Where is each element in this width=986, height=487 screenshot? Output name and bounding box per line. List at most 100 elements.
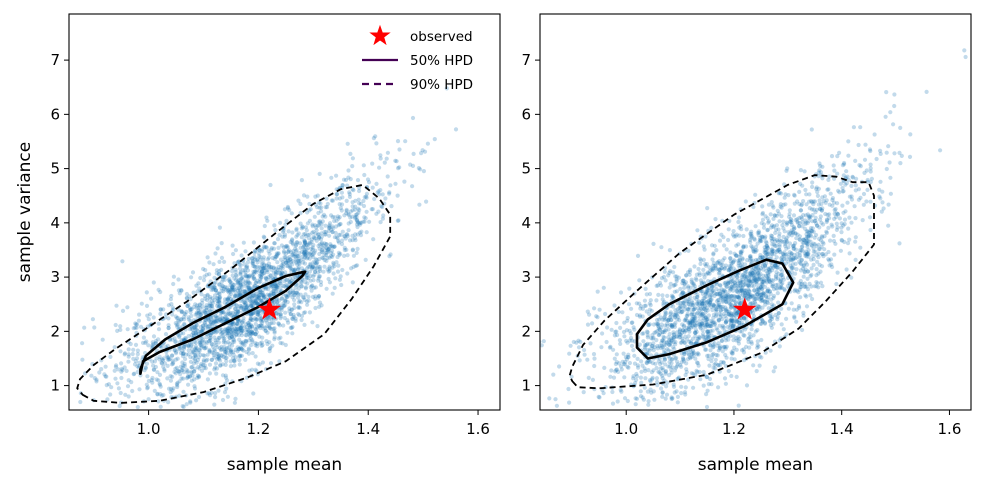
scatter-point (223, 285, 228, 290)
scatter-point (339, 282, 344, 288)
scatter-point (301, 295, 306, 300)
scatter-point (231, 337, 236, 342)
scatter-point (838, 248, 844, 253)
scatter-point (210, 321, 215, 326)
scatter-point (232, 338, 237, 343)
scatter-point (845, 200, 850, 205)
scatter-point (131, 326, 136, 331)
scatter-point (724, 297, 729, 302)
scatter-point (195, 373, 200, 378)
scatter-point (112, 345, 117, 350)
scatter-point (168, 390, 173, 395)
scatter-point (256, 294, 261, 299)
scatter-point (821, 254, 826, 259)
scatter-point (322, 264, 327, 269)
scatter-point (119, 375, 124, 381)
scatter-point (716, 341, 721, 346)
scatter-point (686, 270, 691, 275)
scatter-point (190, 327, 195, 332)
scatter-point (245, 264, 250, 269)
scatter-point (264, 286, 269, 291)
scatter-point (222, 259, 227, 264)
scatter-point (266, 249, 271, 254)
scatter-point (207, 272, 212, 277)
scatter-point (272, 337, 277, 342)
scatter-point (169, 362, 174, 367)
scatter-point (174, 316, 180, 321)
scatter-point (313, 294, 318, 299)
scatter-point (196, 281, 201, 286)
scatter-point (781, 219, 786, 224)
scatter-point (319, 205, 324, 210)
scatter-point (225, 378, 230, 383)
scatter-point (707, 376, 713, 382)
observed-star-icon (257, 297, 282, 320)
scatter-point (240, 278, 245, 283)
scatter-point (309, 246, 314, 251)
scatter-point (692, 264, 697, 269)
scatter-point (791, 256, 796, 261)
scatter-point (308, 262, 313, 268)
scatter-point (321, 212, 327, 217)
scatter-point (305, 281, 310, 286)
scatter-point (651, 368, 656, 373)
scatter-point (257, 293, 262, 298)
scatter-point (282, 255, 287, 260)
scatter-point (271, 246, 277, 251)
scatter-point (723, 338, 729, 343)
scatter-point (234, 332, 239, 337)
scatter-point (262, 265, 267, 270)
scatter-point (779, 285, 784, 291)
scatter-point (655, 383, 660, 388)
scatter-point (248, 324, 253, 329)
scatter-point (714, 312, 719, 317)
scatter-point (789, 265, 794, 270)
scatter-point (230, 243, 235, 248)
scatter-point (731, 274, 736, 279)
scatter-point (179, 288, 184, 293)
scatter-point (681, 323, 687, 328)
scatter-point (258, 341, 263, 346)
scatter-point (766, 301, 771, 306)
scatter-point (237, 328, 242, 333)
scatter-point (303, 241, 308, 246)
scatter-point (757, 268, 762, 273)
scatter-point (322, 252, 327, 257)
scatter-point (646, 399, 651, 404)
scatter-point (179, 368, 184, 373)
scatter-point (342, 247, 347, 253)
scatter-point (151, 367, 157, 372)
scatter-point (760, 210, 766, 216)
scatter-point (327, 280, 332, 285)
scatter-point (232, 358, 237, 363)
scatter-point (299, 313, 305, 319)
scatter-point (191, 369, 197, 374)
scatter-point (638, 394, 644, 399)
scatter-point (744, 383, 750, 388)
scatter-point (852, 204, 857, 209)
scatter-point (720, 294, 725, 299)
scatter-point (254, 301, 260, 307)
scatter-point (783, 192, 788, 197)
scatter-point (260, 320, 265, 325)
scatter-point (217, 304, 222, 309)
scatter-point (642, 298, 648, 303)
scatter-point (729, 318, 734, 323)
scatter-point (847, 215, 852, 220)
scatter-point (244, 274, 249, 279)
scatter-point (886, 144, 891, 149)
scatter-point (860, 218, 865, 223)
scatter-point (212, 347, 217, 352)
x-tick-label: 1.6 (938, 420, 962, 438)
scatter-point (271, 286, 276, 291)
scatter-point (881, 206, 886, 211)
scatter-point (632, 353, 637, 358)
scatter-point (416, 166, 421, 171)
scatter-point (112, 368, 117, 373)
scatter-point (189, 333, 194, 338)
scatter-point (835, 270, 840, 275)
scatter-point (226, 328, 231, 333)
scatter-point (740, 277, 745, 282)
scatter-point (718, 308, 723, 313)
scatter-point (706, 382, 712, 387)
